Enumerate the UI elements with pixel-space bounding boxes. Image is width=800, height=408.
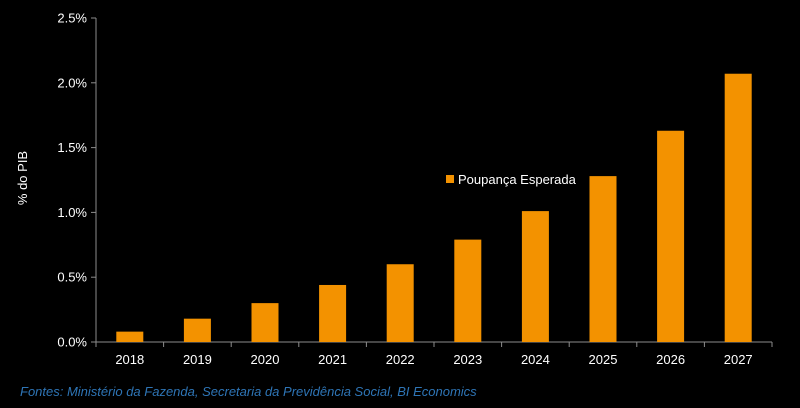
bar	[657, 130, 685, 342]
bar	[183, 318, 211, 342]
bar	[454, 239, 482, 342]
y-axis: 0.0% 0.5% 1.0% 1.5% 2.0% 2.5%	[57, 11, 97, 350]
x-tick-label: 2025	[589, 352, 618, 367]
bar	[116, 331, 144, 342]
x-tick-label: 2026	[656, 352, 685, 367]
legend-swatch	[446, 175, 454, 183]
x-axis: 2018 2019 2020 2021 2022 2023 2024 2025 2026 2027	[95, 341, 773, 367]
bar	[386, 264, 414, 342]
bar	[724, 73, 752, 342]
y-tick-label: 0.0%	[57, 335, 87, 350]
y-tick-label: 2.5%	[57, 11, 87, 26]
y-tick-label: 1.5%	[57, 140, 87, 155]
x-tick-label: 2024	[521, 352, 550, 367]
y-axis-title: % do PIB	[15, 151, 30, 205]
bar	[251, 303, 279, 342]
legend: Poupança Esperada	[446, 172, 577, 187]
source-note: Fontes: Ministério da Fazenda, Secretari…	[20, 384, 477, 399]
x-tick-label: 2020	[251, 352, 280, 367]
x-tick-label: 2022	[386, 352, 415, 367]
legend-label: Poupança Esperada	[458, 172, 577, 187]
x-tick-label: 2027	[724, 352, 753, 367]
y-tick-label: 0.5%	[57, 270, 87, 285]
x-tick-label: 2023	[453, 352, 482, 367]
x-tick-label: 2018	[115, 352, 144, 367]
y-tick-label: 1.0%	[57, 205, 87, 220]
x-tick-label: 2019	[183, 352, 212, 367]
bar	[589, 176, 617, 342]
bar-series	[116, 73, 752, 342]
bar	[521, 211, 549, 342]
y-tick-label: 2.0%	[57, 75, 87, 90]
bar	[319, 284, 347, 342]
x-tick-label: 2021	[318, 352, 347, 367]
